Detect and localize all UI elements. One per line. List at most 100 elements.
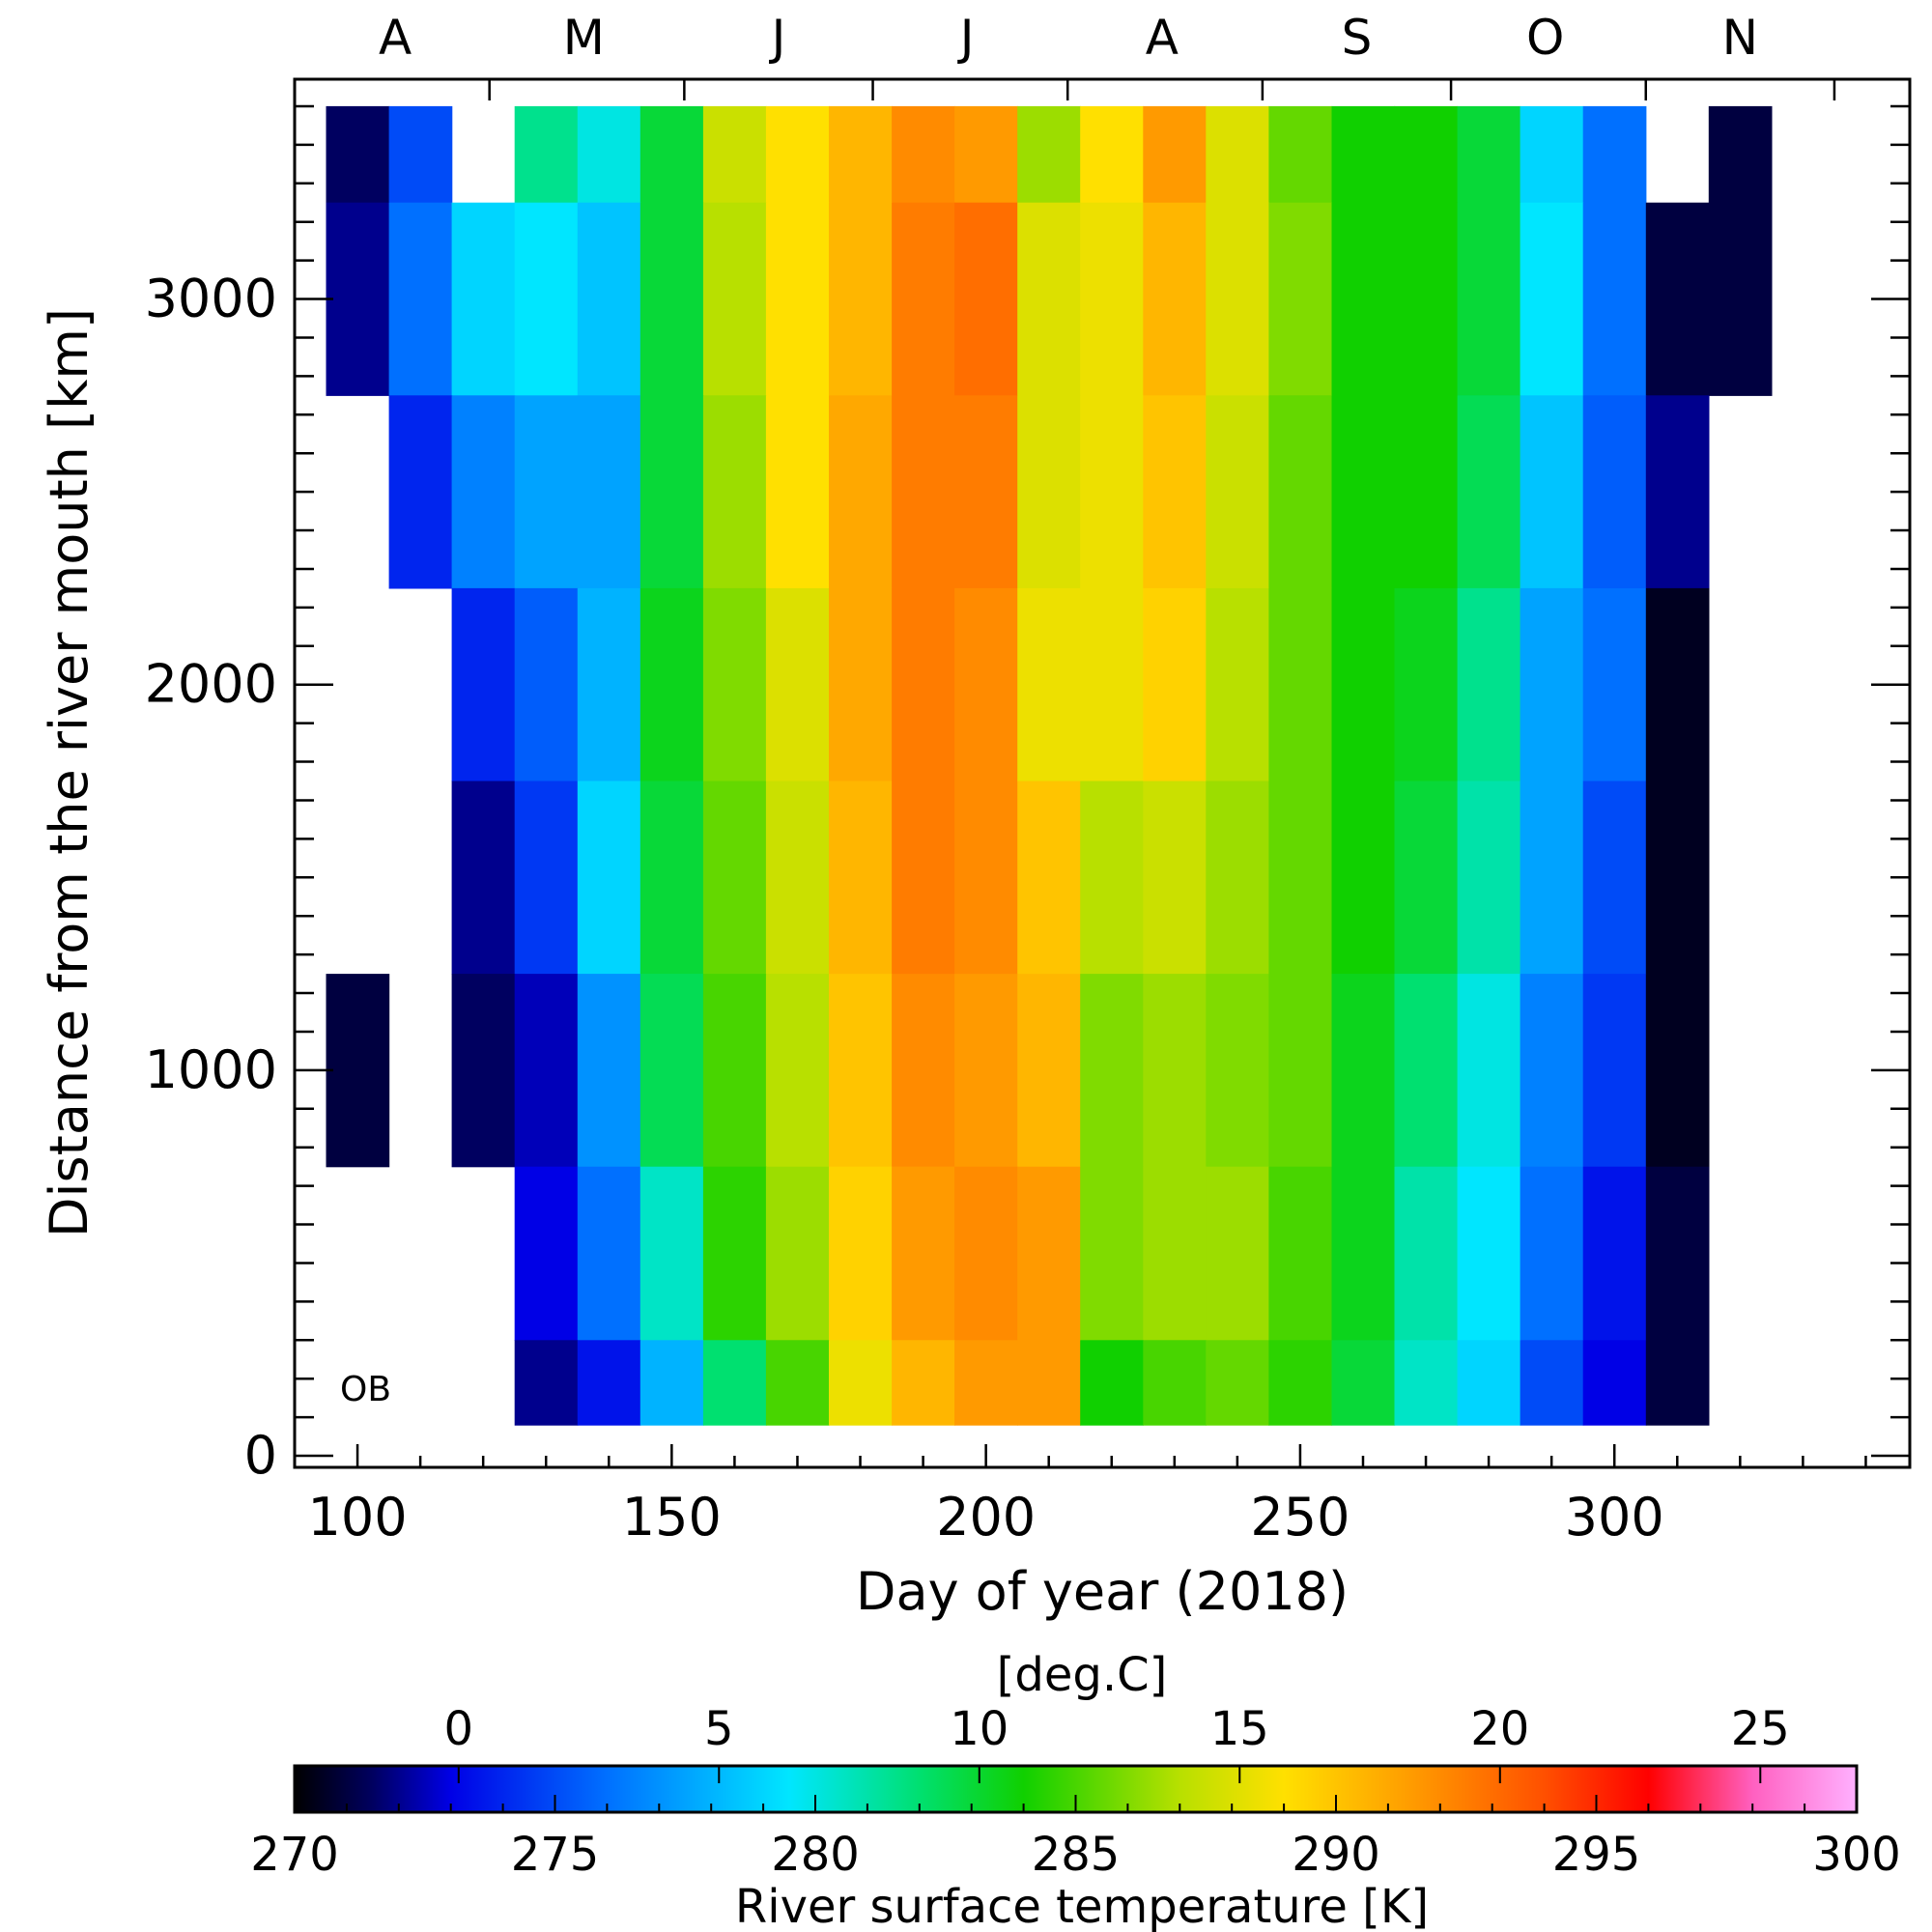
heatmap-cell bbox=[326, 105, 390, 204]
heatmap-cell bbox=[1268, 781, 1333, 975]
month-label: N bbox=[1722, 10, 1758, 66]
y-axis-title: Distance from the river mouth [km] bbox=[39, 308, 99, 1237]
heatmap-cell bbox=[829, 974, 893, 1168]
heatmap-cell bbox=[1143, 781, 1207, 975]
heatmap-cell bbox=[577, 202, 641, 396]
heatmap-cell bbox=[1017, 395, 1081, 589]
heatmap-cell bbox=[1520, 1166, 1584, 1341]
heatmap-cell bbox=[1582, 587, 1647, 782]
heatmap-cell bbox=[1457, 781, 1521, 975]
heatmap-cell bbox=[1582, 1166, 1647, 1341]
heatmap-cell bbox=[1017, 202, 1081, 396]
heatmap-cell bbox=[1017, 105, 1081, 204]
heatmap-cell bbox=[639, 1340, 704, 1426]
heatmap-cell bbox=[514, 781, 579, 975]
y-tick-label: 2000 bbox=[145, 654, 277, 715]
heatmap-cell bbox=[1206, 974, 1269, 1168]
heatmap-cell bbox=[829, 105, 893, 204]
heatmap-cell bbox=[829, 587, 893, 782]
heatmap-cell bbox=[1394, 105, 1459, 204]
plot-frame bbox=[293, 77, 1912, 1469]
heatmap-cell bbox=[1520, 781, 1584, 975]
heatmap-cell bbox=[1080, 781, 1144, 975]
x-tick-label: 300 bbox=[1565, 1487, 1664, 1548]
colorbar: 270 275 280 285 290 295 300 0 5 10 15 20 25 bbox=[250, 1702, 1901, 1882]
heatmap-cell bbox=[514, 395, 579, 589]
heatmap-cell bbox=[702, 1340, 767, 1426]
heatmap-cell bbox=[1143, 974, 1207, 1168]
heatmap-cell bbox=[1268, 105, 1333, 204]
heatmap-cell bbox=[1017, 974, 1081, 1168]
heatmap-cell bbox=[388, 395, 453, 589]
heatmap-cell bbox=[954, 105, 1018, 204]
heatmap-cell bbox=[326, 202, 390, 396]
heatmap-cell bbox=[514, 105, 579, 204]
heatmap-cell bbox=[1080, 1166, 1144, 1341]
heatmap-cell bbox=[577, 105, 641, 204]
heatmap-cell bbox=[1520, 395, 1584, 589]
heatmap-cell bbox=[1520, 105, 1584, 204]
heatmap-cell bbox=[765, 974, 830, 1168]
heatmap-cell bbox=[954, 587, 1018, 782]
heatmap-cell bbox=[1331, 1166, 1396, 1341]
heatmap-cell bbox=[702, 395, 767, 589]
heatmap-cell bbox=[1080, 202, 1144, 396]
heatmap-cell bbox=[577, 395, 641, 589]
colorbar-kelvin-label: 275 bbox=[511, 1828, 600, 1882]
heatmap-cell bbox=[577, 1166, 641, 1341]
x-tick-label: 100 bbox=[308, 1487, 408, 1548]
heatmap-cell bbox=[829, 1340, 893, 1426]
heatmap-cell bbox=[639, 1166, 704, 1341]
x-tick-label: 150 bbox=[622, 1487, 722, 1548]
colorbar-celsius-label: 25 bbox=[1731, 1702, 1790, 1756]
heatmap-cell bbox=[1268, 587, 1333, 782]
heatmap-cell bbox=[1331, 974, 1396, 1168]
month-label: M bbox=[563, 10, 605, 66]
heatmap-cell bbox=[577, 781, 641, 975]
colorbar-kelvin-label: 285 bbox=[1032, 1828, 1121, 1882]
heatmap-cell bbox=[1206, 781, 1269, 975]
heatmap-cell bbox=[1645, 1166, 1710, 1341]
heatmap-cell bbox=[829, 202, 893, 396]
heatmap-cell bbox=[892, 974, 955, 1168]
y-tick-label: 3000 bbox=[145, 269, 277, 329]
heatmap-cell bbox=[1206, 587, 1269, 782]
heatmap-cell bbox=[1457, 202, 1521, 396]
heatmap-cell bbox=[1206, 202, 1269, 396]
heatmap-cell bbox=[1143, 1166, 1207, 1341]
heatmap-cell bbox=[1457, 1166, 1521, 1341]
heatmap-cell bbox=[954, 395, 1018, 589]
heatmap-cell bbox=[1520, 1340, 1584, 1426]
colorbar-celsius-label: 0 bbox=[444, 1702, 474, 1756]
heatmap-cell bbox=[514, 1340, 579, 1426]
heatmap-cell bbox=[1268, 1340, 1333, 1426]
heatmap-cell bbox=[1206, 395, 1269, 589]
heatmap-cell bbox=[1457, 395, 1521, 589]
heatmap-cell bbox=[1331, 202, 1396, 396]
heatmap-cell bbox=[1582, 781, 1647, 975]
heatmap-cell bbox=[1331, 105, 1396, 204]
heatmap-cell bbox=[639, 202, 704, 396]
colorbar-kelvin-label: 270 bbox=[250, 1828, 339, 1882]
heatmap-cell bbox=[1017, 1340, 1081, 1426]
heatmap-cell bbox=[954, 1166, 1018, 1341]
heatmap-cell bbox=[829, 1166, 893, 1341]
heatmap-cell bbox=[765, 395, 830, 589]
heatmap-cell bbox=[1520, 202, 1584, 396]
heatmap-cell bbox=[1268, 202, 1333, 396]
heatmap-cell bbox=[1645, 395, 1710, 589]
heatmap-cell bbox=[1708, 202, 1773, 396]
heatmap-cell bbox=[1268, 395, 1333, 589]
month-label: J bbox=[769, 10, 786, 66]
heatmap-cell bbox=[954, 202, 1018, 396]
heatmap-cell bbox=[1143, 105, 1207, 204]
heatmap-cell bbox=[1457, 1340, 1521, 1426]
heatmap-cell bbox=[1206, 105, 1269, 204]
heatmap-cell bbox=[514, 1166, 579, 1341]
heatmap-cell bbox=[702, 105, 767, 204]
y-tick-label: 1000 bbox=[145, 1039, 277, 1100]
heatmap-cell bbox=[451, 395, 516, 589]
heatmap-cell bbox=[1582, 202, 1647, 396]
